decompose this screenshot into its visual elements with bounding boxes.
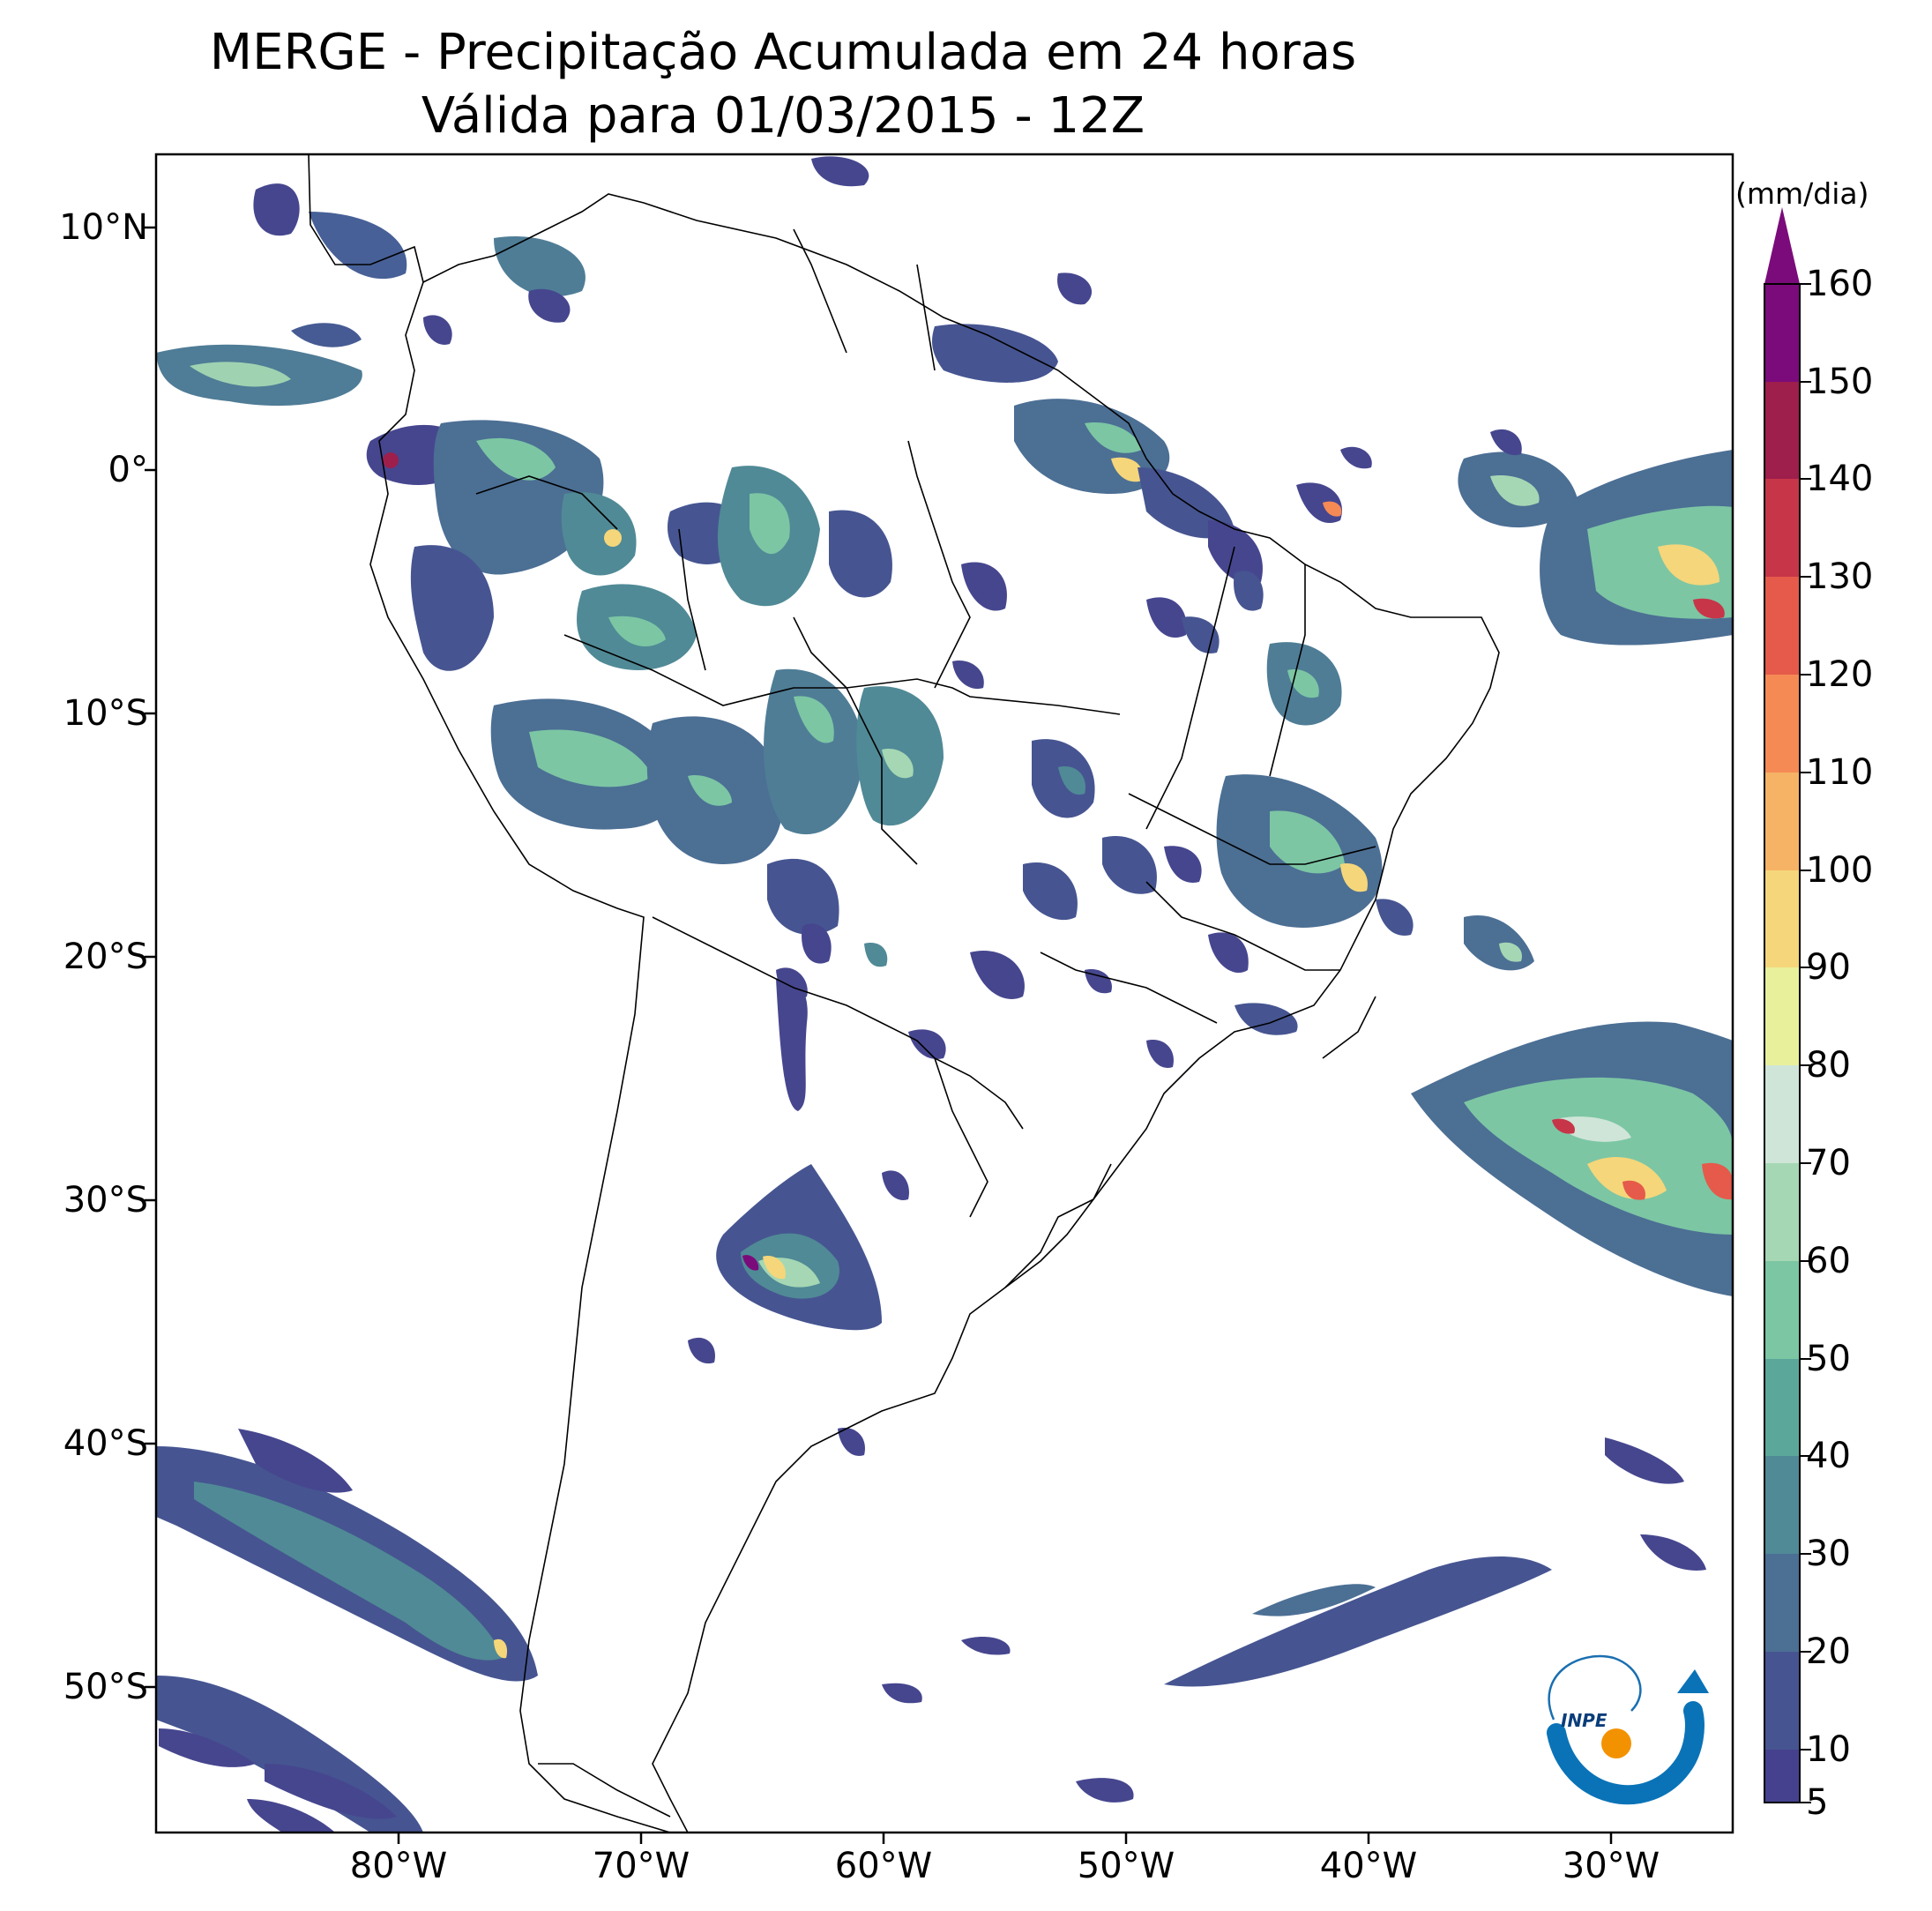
- colorbar-segment: [1764, 479, 1800, 577]
- colorbar-segment: [1764, 1163, 1800, 1261]
- lat-tick-label: 20°S: [63, 937, 148, 977]
- colorbar-label: 90: [1806, 947, 1851, 988]
- axis-ticks: [145, 226, 1613, 1844]
- colorbar-label: 150: [1806, 362, 1874, 402]
- colorbar-label: 40: [1806, 1436, 1851, 1476]
- colorbar-segment: [1764, 1065, 1800, 1163]
- colorbar-ticks: [1800, 283, 1811, 1803]
- lat-tick-label: 50°S: [63, 1667, 148, 1707]
- colorbar-label: 30: [1806, 1534, 1851, 1574]
- colorbar-segment: [1764, 1652, 1800, 1750]
- lat-tick-label: 30°S: [63, 1180, 148, 1221]
- colorbar-label: 70: [1806, 1143, 1851, 1183]
- logo-orbit-icon: [1548, 1654, 1642, 1721]
- colorbar-label: 120: [1806, 654, 1874, 695]
- colorbar-segment: [1764, 1750, 1800, 1803]
- logo-swoosh-icon: [1547, 1701, 1704, 1805]
- colorbar-segment: [1764, 870, 1800, 967]
- colorbar-label: 10: [1806, 1729, 1851, 1770]
- map-subtitle: Válida para 01/03/2015 - 12Z: [421, 87, 1145, 145]
- lon-tick-label: 40°W: [1319, 1846, 1418, 1886]
- colorbar-extend-arrow: [1764, 207, 1800, 284]
- colorbar-label: 5: [1806, 1782, 1829, 1823]
- colorbar-label: 160: [1806, 264, 1874, 304]
- colorbar-segment: [1764, 1261, 1800, 1359]
- colorbar-label: 100: [1806, 850, 1874, 891]
- map-frame: [154, 153, 1734, 1834]
- colorbar-segment: [1764, 382, 1800, 479]
- lon-tick-label: 80°W: [349, 1846, 448, 1886]
- lon-tick-label: 70°W: [592, 1846, 690, 1886]
- logo-text: INPE: [1561, 1710, 1608, 1731]
- colorbar-segment: [1764, 577, 1800, 675]
- lat-tick-label: 10°S: [63, 693, 148, 734]
- precipitation-layer: [156, 156, 1733, 1833]
- logo-arrow-icon: [1677, 1669, 1709, 1693]
- colorbar-segment: [1764, 967, 1800, 1065]
- lat-tick-label: 40°S: [63, 1423, 148, 1464]
- lat-tick-label: 0°: [108, 450, 148, 490]
- colorbar-segment: [1764, 1359, 1800, 1456]
- colorbar-label: 80: [1806, 1045, 1851, 1086]
- colorbar-segment: [1764, 773, 1800, 870]
- map-title: MERGE - Precipitação Acumulada em 24 hor…: [209, 24, 1357, 81]
- colorbar: [1764, 284, 1800, 1803]
- colorbar-label: 60: [1806, 1241, 1851, 1281]
- colorbar-frame: [1764, 283, 1801, 1803]
- lon-tick-label: 60°W: [834, 1846, 933, 1886]
- inpe-logo: INPE: [1547, 1654, 1709, 1805]
- coastline-layer: [308, 154, 1500, 1833]
- colorbar-label: 20: [1806, 1631, 1851, 1672]
- colorbar-segment: [1764, 1554, 1800, 1652]
- colorbar-label: 110: [1806, 752, 1874, 793]
- colorbar-label: 50: [1806, 1339, 1851, 1379]
- lon-tick-label: 50°W: [1077, 1846, 1175, 1886]
- lon-tick-label: 30°W: [1562, 1846, 1660, 1886]
- colorbar-segment: [1764, 1456, 1800, 1554]
- colorbar-segment: [1764, 675, 1800, 773]
- colorbar-label: 130: [1806, 556, 1874, 597]
- colorbar-label: 140: [1806, 459, 1874, 499]
- colorbar-segment: [1764, 284, 1800, 382]
- lat-tick-label: 10°N: [59, 207, 148, 248]
- logo-sun-icon: [1601, 1728, 1631, 1758]
- colorbar-unit: (mm/dia): [1735, 176, 1869, 211]
